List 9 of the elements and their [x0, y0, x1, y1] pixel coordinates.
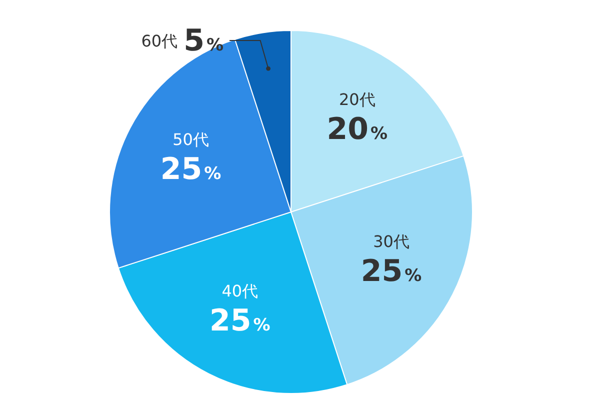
slice-label: 50代: [172, 130, 209, 149]
slice-label: 20代: [338, 90, 376, 109]
slice-label: 40代: [222, 281, 258, 300]
data-label: 25%: [210, 303, 270, 338]
data-label: 25%: [360, 254, 422, 290]
data-label: 25%: [160, 152, 222, 187]
data-label: 20%: [326, 112, 388, 147]
slice-label: 60代: [141, 32, 178, 50]
slice-label: 30代: [373, 232, 410, 252]
